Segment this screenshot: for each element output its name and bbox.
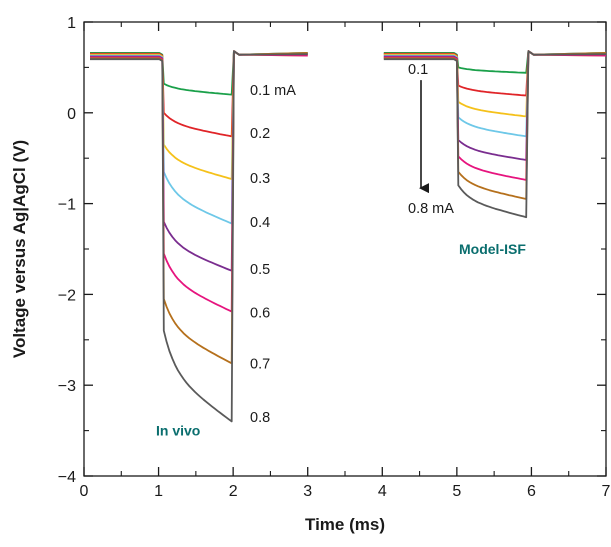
series-line: [383, 50, 607, 219]
y-tick-label: −3: [58, 378, 76, 395]
series-label: 0.4: [250, 215, 270, 231]
series-line: [383, 50, 607, 138]
x-tick-label: 2: [229, 483, 238, 500]
y-tick-label: −1: [58, 197, 76, 214]
series-label: 0.7: [250, 356, 270, 372]
series-line: [383, 50, 607, 118]
x-tick-label: 7: [602, 483, 611, 500]
model-isf-series-group: [383, 50, 607, 219]
series-label: 0.6: [250, 306, 270, 322]
series-line: [383, 50, 607, 161]
arrow-bottom-label: 0.8 mA: [408, 201, 454, 217]
series-line: [90, 50, 308, 423]
y-tick-label: −2: [58, 287, 76, 304]
series-label: 0.8: [250, 410, 270, 426]
x-axis-title: Time (ms): [305, 515, 385, 534]
x-tick-label: 3: [303, 483, 312, 500]
series-label: 0.1 mA: [250, 83, 296, 99]
series-line: [90, 50, 308, 180]
panel-label-in-vivo: In vivo: [156, 423, 200, 439]
series-line: [90, 50, 308, 96]
series-line: [383, 50, 607, 200]
series-label: 0.2: [250, 126, 270, 142]
series-line: [90, 50, 308, 225]
x-tick-label: 0: [80, 483, 89, 500]
panel-label-model-isf: Model-ISF: [459, 241, 526, 257]
y-tick-label: 0: [67, 106, 76, 123]
series-label: 0.5: [250, 262, 270, 278]
y-tick-label: −4: [58, 469, 76, 486]
series-line: [90, 50, 308, 365]
series-line: [90, 50, 308, 138]
in-vivo-series-group: [90, 50, 308, 423]
series-line: [383, 50, 607, 181]
series-layer: [90, 50, 607, 423]
y-tick-label: 1: [67, 15, 76, 32]
x-tick-label: 4: [378, 483, 387, 500]
x-tick-label: 1: [154, 483, 163, 500]
series-line: [383, 50, 607, 74]
series-line: [90, 50, 308, 272]
labels-layer: 0 1 2 3 4 5 6 7 1 0 −1 −2 −3 −4 0.1 mA 0.2 0.3 0.4 0.5 0.6 0…: [58, 15, 611, 500]
x-tick-label: 6: [527, 483, 536, 500]
series-label: 0.3: [250, 171, 270, 187]
series-line: [383, 50, 607, 97]
y-axis-title: Voltage versus Ag|AgCl (V): [10, 140, 29, 358]
x-tick-label: 5: [452, 483, 461, 500]
ticks-layer: [83, 21, 607, 477]
series-line: [90, 50, 308, 313]
arrow-top-label: 0.1: [408, 62, 428, 78]
